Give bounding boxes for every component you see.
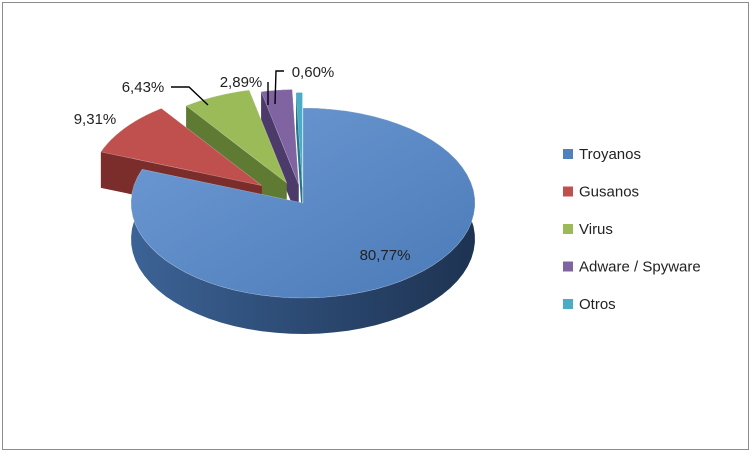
pie-chart: 80,77% 9,31% 6,43% 2,89% 0,60% Troyanos Gusan… [74, 64, 701, 334]
pie-slice-top-otros [295, 92, 303, 188]
data-label-virus: 6,43% [122, 79, 165, 96]
legend-label-virus: Virus [579, 221, 613, 238]
leader-line-virus [171, 86, 209, 106]
chart-frame: 80,77% 9,31% 6,43% 2,89% 0,60% Troyanos Gusan… [2, 2, 749, 450]
pie-slice-otros [295, 92, 303, 224]
pie-slice-top-troyanos [130, 107, 476, 299]
pie-slice-wall-adware-spyware-0 [261, 91, 299, 221]
pie-slice-wall-otros-0 [295, 92, 303, 224]
legend-label-gusanos: Gusanos [579, 184, 639, 201]
legend-label-troyanos: Troyanos [579, 146, 641, 163]
data-label-adware-spyware: 2,89% [220, 74, 263, 91]
legend-swatch-virus [563, 224, 573, 234]
legend-swatch-adware-spyware [563, 261, 573, 272]
pie-slice-adware-spyware [260, 89, 299, 221]
legend-item-troyanos: Troyanos [563, 146, 641, 163]
leader-line-otros [274, 70, 284, 105]
data-label-gusanos: 9,31% [74, 111, 117, 128]
pie-slice-troyanos [130, 107, 476, 334]
legend-swatch-otros [563, 299, 573, 309]
legend-label-adware-spyware: Adware / Spyware [579, 259, 701, 276]
legend-item-otros: Otros [563, 296, 616, 313]
legend-label-otros: Otros [579, 296, 616, 313]
legend-swatch-troyanos [563, 149, 573, 159]
pie-slice-top-gusanos [100, 108, 262, 186]
data-label-troyanos: 80,77% [360, 247, 411, 264]
data-label-otros: 0,60% [292, 64, 335, 81]
pie-slice-top-virus [185, 89, 288, 184]
legend: Troyanos Gusanos Virus Adware / Spyware Otro… [563, 146, 701, 313]
legend-item-virus: Virus [563, 221, 613, 238]
legend-item-adware-spyware: Adware / Spyware [563, 259, 701, 276]
pie-slice-top-adware-spyware [260, 89, 299, 185]
legend-item-gusanos: Gusanos [563, 184, 639, 201]
legend-swatch-gusanos [563, 186, 573, 197]
